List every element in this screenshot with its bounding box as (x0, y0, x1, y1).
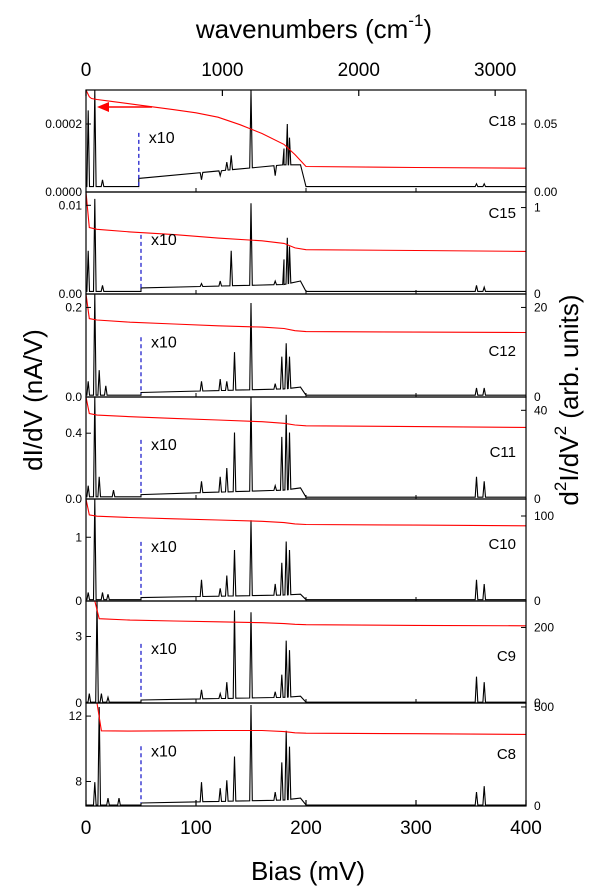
panel-C18: x10 C18 0.0000 0.0002 0.00 0.05 (45, 89, 558, 199)
left-tick-label: 0.0002 (45, 117, 82, 131)
bottom-tick-label: 100 (180, 818, 212, 839)
right-tick-label: 20 (534, 300, 548, 314)
scale-label-C11: x10 (151, 437, 177, 454)
left-tick-label: 0.4 (65, 426, 82, 440)
series-dIdV-C8 (86, 703, 526, 735)
bottom-tick-label: 0 (81, 818, 92, 839)
left-tick-label: 0 (75, 696, 82, 710)
panel-label-C9: C9 (497, 648, 516, 665)
series-d2IdV2-C9 (86, 601, 526, 703)
right-tick-label: 200 (534, 620, 554, 634)
right-tick-label: 0.00 (534, 185, 558, 199)
right-axis-title: d2I/dV2 (arb. units) (551, 294, 584, 505)
series-d2IdV2-C12 (86, 294, 526, 396)
panel-label-C12: C12 (488, 343, 516, 360)
panel-C10: x10 C10 0 1 0 100 (75, 498, 554, 608)
right-tick-label: 100 (534, 509, 554, 523)
right-tick-label: 0 (534, 594, 541, 608)
top-tick-label: 3000 (474, 60, 516, 81)
right-tick-label: 500 (534, 700, 554, 714)
top-tick-label: 1000 (201, 60, 243, 81)
right-tick-label: 0.05 (534, 117, 558, 131)
series-d2IdV2-C15 (86, 198, 526, 292)
bottom-tick-label: 400 (510, 818, 542, 839)
series-dIdV-C11 (86, 397, 526, 428)
series-d2IdV2-C18 (86, 90, 526, 188)
bottom-axis-title: Bias (mV) (251, 856, 365, 886)
top-tick-label: 2000 (338, 60, 380, 81)
bottom-tick-label: 300 (400, 818, 432, 839)
scale-label-C9: x10 (151, 641, 177, 658)
left-tick-label: 3 (75, 629, 82, 643)
right-tick-label: 0 (534, 799, 541, 813)
left-tick-label: 1 (75, 530, 82, 544)
panel-label-C11: C11 (490, 444, 516, 461)
right-tick-label: 0 (534, 696, 541, 710)
scale-label-C18: x10 (149, 130, 175, 147)
left-tick-label: 0.2 (65, 300, 82, 314)
right-tick-label: 0 (534, 492, 541, 506)
series-d2IdV2-C11 (86, 397, 526, 498)
left-tick-label: 8 (75, 774, 82, 788)
series-d2IdV2-C8 (86, 704, 526, 806)
panel-label-C18: C18 (488, 113, 516, 130)
panel-label-C8: C8 (497, 746, 516, 763)
bottom-tick-label: 200 (290, 818, 322, 839)
scale-label-C10: x10 (151, 539, 177, 556)
series-dIdV-C12 (86, 294, 526, 334)
panel-C12: x10 C12 0.0 0.2 0 20 (65, 293, 548, 404)
panels: x10C180.00000.00020.000.05x10C150.000.01… (45, 89, 558, 813)
panel-C15: x10 C15 0.00 0.01 0 1 (59, 191, 541, 301)
arrow-head (97, 102, 109, 112)
left-tick-label: 0.0000 (45, 185, 82, 199)
bottom-axis: 0 100 200 300 400 (81, 800, 542, 839)
top-tick-label: 0 (81, 60, 92, 81)
panel-C11: x10 C11 0.0 0.4 0 40 (65, 396, 548, 506)
left-tick-label: 12 (69, 709, 83, 723)
left-tick-label: 0.0 (65, 390, 82, 404)
right-tick-label: 1 (534, 201, 541, 215)
left-tick-label: 0.00 (59, 287, 83, 301)
right-tick-label: 0 (534, 390, 541, 404)
scale-label-C8: x10 (151, 744, 177, 761)
scale-label-C12: x10 (151, 335, 177, 352)
right-tick-label: 0 (534, 287, 541, 301)
top-axis-title: wavenumbers (cm-1) (195, 11, 432, 44)
left-axis-title: dI/dV (nA/V) (18, 329, 48, 471)
panel-C9: x10 C9 0 3 0 200 (75, 600, 554, 710)
left-tick-label: 0 (75, 594, 82, 608)
series-dIdV-C18 (86, 90, 526, 169)
right-tick-label: 40 (534, 403, 548, 417)
series-dIdV-C15 (86, 192, 526, 252)
top-axis: 0 1000 2000 3000 (81, 60, 516, 96)
panel-label-C15: C15 (488, 205, 516, 222)
series-dIdV-C9 (86, 601, 526, 627)
left-tick-label: 0.01 (59, 198, 83, 212)
panel-C8: x10 C8 8 12 0 500 (69, 700, 555, 813)
series-d2IdV2-C10 (86, 499, 526, 601)
scale-label-C15: x10 (151, 232, 177, 249)
left-tick-label: 0.0 (65, 492, 82, 506)
series-dIdV-C10 (86, 499, 526, 527)
panel-label-C10: C10 (488, 536, 516, 553)
